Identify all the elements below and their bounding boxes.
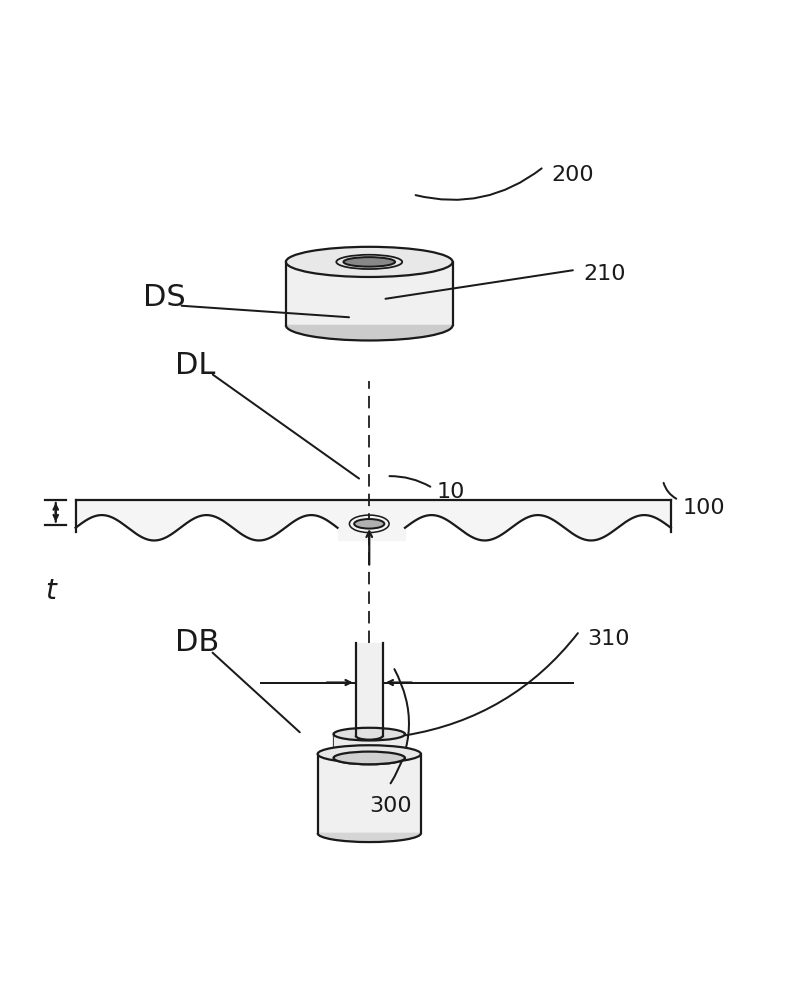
Text: t: t: [46, 577, 56, 605]
Bar: [318, 754, 421, 833]
Text: 200: 200: [552, 165, 594, 185]
Text: 300: 300: [369, 796, 412, 816]
Polygon shape: [356, 736, 383, 740]
Text: 210: 210: [584, 264, 626, 284]
Bar: [356, 643, 383, 736]
Polygon shape: [338, 500, 405, 540]
Polygon shape: [334, 758, 405, 764]
Ellipse shape: [318, 745, 421, 763]
Text: DB: DB: [175, 628, 219, 657]
Ellipse shape: [334, 752, 405, 764]
Polygon shape: [405, 500, 670, 540]
Text: 310: 310: [588, 629, 630, 649]
Polygon shape: [75, 500, 338, 540]
Bar: [334, 734, 405, 758]
Ellipse shape: [286, 247, 452, 277]
Ellipse shape: [334, 728, 405, 740]
Polygon shape: [318, 833, 421, 842]
Text: 100: 100: [683, 498, 725, 518]
Text: DS: DS: [143, 283, 186, 312]
Ellipse shape: [343, 257, 395, 267]
Bar: [286, 262, 452, 325]
Polygon shape: [286, 325, 452, 340]
Text: DL: DL: [175, 351, 215, 380]
Text: 10: 10: [437, 482, 465, 502]
Ellipse shape: [354, 519, 384, 529]
Polygon shape: [334, 734, 405, 756]
